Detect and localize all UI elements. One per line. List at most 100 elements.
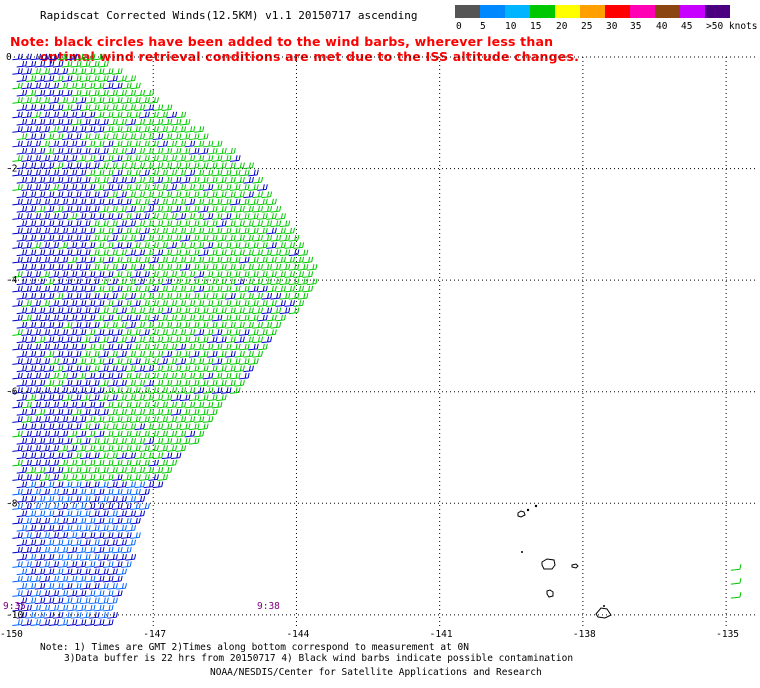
wind-barb <box>16 147 28 155</box>
wind-barb <box>43 133 55 141</box>
wind-barb <box>61 234 73 242</box>
wind-barb <box>266 329 277 336</box>
wind-barb <box>93 343 105 351</box>
wind-barb <box>220 372 232 380</box>
wind-barb <box>175 227 187 235</box>
wind-barb <box>21 169 32 177</box>
wind-barb <box>202 184 214 191</box>
wind-barb <box>16 60 28 68</box>
wind-barb <box>84 184 96 191</box>
wind-barb <box>89 554 100 561</box>
wind-barb <box>139 140 150 148</box>
wind-barb <box>66 329 78 336</box>
wind-barb <box>107 176 118 184</box>
wind-barb <box>211 213 223 220</box>
wind-barb <box>57 604 69 612</box>
wind-barb <box>112 256 123 264</box>
wind-barb <box>170 394 182 402</box>
wind-barb <box>30 126 42 133</box>
wind-barb <box>275 300 286 307</box>
wind-barb <box>257 271 268 278</box>
wind-barb <box>57 155 69 162</box>
wind-barb <box>225 351 236 358</box>
wind-barb <box>188 191 200 199</box>
wind-barb <box>139 372 150 380</box>
wind-barb <box>152 162 164 170</box>
wind-barb <box>16 322 28 329</box>
wind-barb <box>170 162 182 170</box>
wind-barb <box>98 104 109 112</box>
wind-barb <box>248 343 259 351</box>
wind-barb <box>80 568 91 576</box>
wind-barb <box>30 82 42 90</box>
wind-barb <box>89 307 100 315</box>
wind-barb <box>143 351 155 358</box>
wind-barb <box>21 532 32 539</box>
wind-barb <box>12 459 23 467</box>
wind-barb <box>202 140 214 148</box>
wind-barb <box>66 184 78 191</box>
wind-barb <box>179 162 191 170</box>
wind-barb <box>71 481 82 489</box>
wind-barb <box>198 263 209 271</box>
wind-barb <box>121 445 132 452</box>
wind-barb <box>188 263 200 271</box>
wind-barb <box>89 467 100 474</box>
wind-barb <box>252 293 264 300</box>
wind-barb <box>157 343 169 351</box>
wind-barb <box>202 401 214 409</box>
wind-barb <box>103 198 114 206</box>
wind-barb <box>152 423 164 431</box>
wind-barb <box>84 474 96 481</box>
wind-barb <box>71 438 82 445</box>
wind-barb <box>252 351 264 358</box>
wind-barb <box>166 140 178 148</box>
wind-barb <box>166 372 178 380</box>
wind-barb <box>93 575 105 583</box>
wind-barb <box>248 198 259 206</box>
wind-barb <box>130 126 141 133</box>
wind-barb <box>134 162 146 170</box>
wind-barb <box>175 445 187 452</box>
wind-barb <box>21 68 32 75</box>
wind-barb <box>243 322 254 329</box>
wind-barb <box>66 343 78 351</box>
wind-barb <box>66 227 78 235</box>
wind-barb <box>80 263 91 271</box>
wind-barb <box>21 575 32 583</box>
wind-barb <box>139 503 150 510</box>
wind-barb <box>43 510 55 518</box>
wind-barb <box>30 198 42 206</box>
wind-barb <box>93 546 105 554</box>
wind-barb <box>71 234 82 242</box>
wind-barb <box>179 220 191 228</box>
wind-barb <box>66 474 78 481</box>
wind-barb <box>16 365 28 373</box>
wind-barb <box>188 351 200 358</box>
wind-barb <box>297 249 309 257</box>
legend-swatch <box>580 5 605 18</box>
wind-barb <box>30 256 42 264</box>
wind-barb <box>234 234 245 242</box>
wind-barb <box>112 561 123 568</box>
wind-barb <box>184 314 196 322</box>
wind-barb <box>152 380 164 387</box>
wind-barb <box>34 496 46 503</box>
wind-barb <box>75 126 87 133</box>
wind-barb <box>175 271 187 278</box>
wind-barb <box>152 467 164 474</box>
wind-barb <box>130 169 141 177</box>
wind-barb <box>61 510 73 518</box>
wind-barb <box>198 322 209 329</box>
wind-barb <box>61 438 73 445</box>
wind-barb <box>152 307 164 315</box>
wind-barb <box>30 459 42 467</box>
wind-barb <box>161 220 173 228</box>
wind-barb <box>198 162 209 170</box>
wind-barb <box>216 263 227 271</box>
wind-barb <box>30 517 42 525</box>
wind-barb <box>89 118 100 126</box>
wind-barb <box>275 314 286 322</box>
wind-barb <box>166 459 178 467</box>
wind-barb <box>71 147 82 155</box>
